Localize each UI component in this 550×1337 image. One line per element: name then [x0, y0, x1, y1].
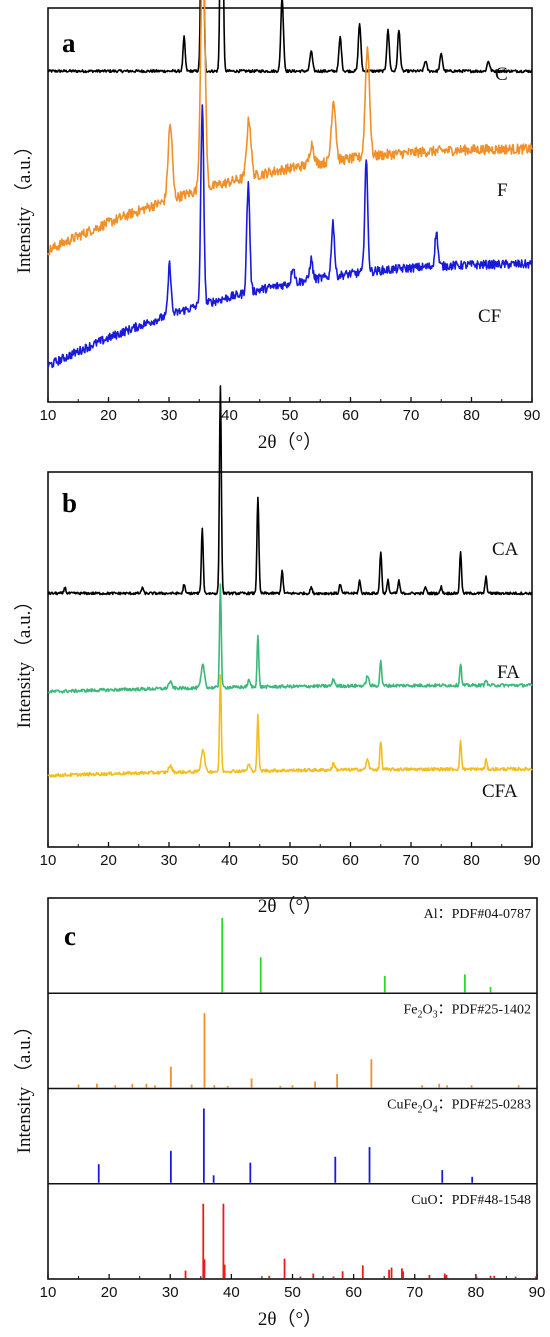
x-tick-label: 40 [223, 1284, 240, 1301]
x-tick-label: 70 [403, 407, 420, 424]
x-axis-label: 2θ（°） [258, 431, 322, 453]
x-tick-label: 10 [40, 852, 57, 869]
series-label-fa: FA [497, 662, 520, 683]
x-tick-label: 90 [524, 407, 541, 424]
plot-frame [47, 7, 533, 403]
series-line-ca [47, 385, 533, 596]
plot-frame [47, 471, 533, 848]
series-label-cf: CF [478, 306, 501, 327]
panel-a-axes: 10 20 30 40 50 60 70 80 90 2θ（°） Intensity （a.u.） a [13, 7, 541, 453]
series-label-c: C [495, 64, 508, 85]
x-tick-label: 30 [161, 407, 178, 424]
series-label-f: F [497, 180, 508, 201]
series-line-c [47, 0, 533, 74]
x-tick-label: 80 [468, 1284, 485, 1301]
y-axis-label: Intensity （a.u.） [13, 137, 35, 274]
series-line-fa [47, 583, 533, 694]
panel-label: c [64, 921, 76, 951]
x-tick-label: 80 [463, 407, 480, 424]
x-tick-label: 30 [162, 1284, 179, 1301]
reference-label: Al：PDF#04-0787 [424, 907, 531, 922]
panel-label: a [62, 28, 76, 58]
x-tick-label: 30 [161, 852, 178, 869]
x-axis-label: 2θ（°） [258, 1308, 322, 1330]
series-line-f [47, 0, 533, 256]
x-tick-label: 40 [221, 852, 238, 869]
x-tick-label: 70 [406, 1284, 423, 1301]
series-label-cfa: CFA [482, 781, 518, 802]
x-tick-label: 50 [282, 407, 299, 424]
x-tick-label: 50 [284, 1284, 301, 1301]
x-tick-label: 60 [342, 407, 359, 424]
series-label-ca: CA [492, 539, 519, 560]
reference-label: CuFe2O4：PDF#25-0283 [387, 1098, 531, 1116]
reference-label: CuO：PDF#48-1548 [411, 1193, 531, 1208]
x-tick-label: 20 [101, 1284, 118, 1301]
x-tick-label: 90 [529, 1284, 546, 1301]
x-tick-label: 10 [40, 1284, 57, 1301]
x-tick-label: 70 [403, 852, 420, 869]
x-tick-label: 50 [282, 852, 299, 869]
panel-label: b [62, 488, 77, 518]
y-axis-label: Intensity （a.u.） [13, 592, 35, 729]
y-axis-label: Intensity （a.u.） [13, 1017, 35, 1154]
x-tick-label: 80 [463, 852, 480, 869]
series-line-cfa [47, 674, 533, 778]
series-line-cf [47, 104, 533, 369]
reference-label: Fe2O3：PDF#25-1402 [404, 1002, 531, 1020]
x-axis-label: 2θ（°） [258, 895, 322, 917]
x-tick-label: 40 [221, 407, 238, 424]
x-tick-label: 10 [40, 407, 57, 424]
x-tick-label: 90 [524, 852, 541, 869]
x-tick-label: 20 [100, 407, 117, 424]
x-tick-label: 20 [100, 852, 117, 869]
x-tick-label: 60 [342, 852, 359, 869]
x-tick-label: 60 [345, 1284, 362, 1301]
panel-b-axes: 10 20 30 40 50 60 70 80 90 2θ（°） Intensity （a.u.） b [13, 471, 541, 917]
panel-c-axes: 10 20 30 40 50 60 70 80 90 2θ（°） Intensity （a.u.） c [13, 897, 546, 1330]
